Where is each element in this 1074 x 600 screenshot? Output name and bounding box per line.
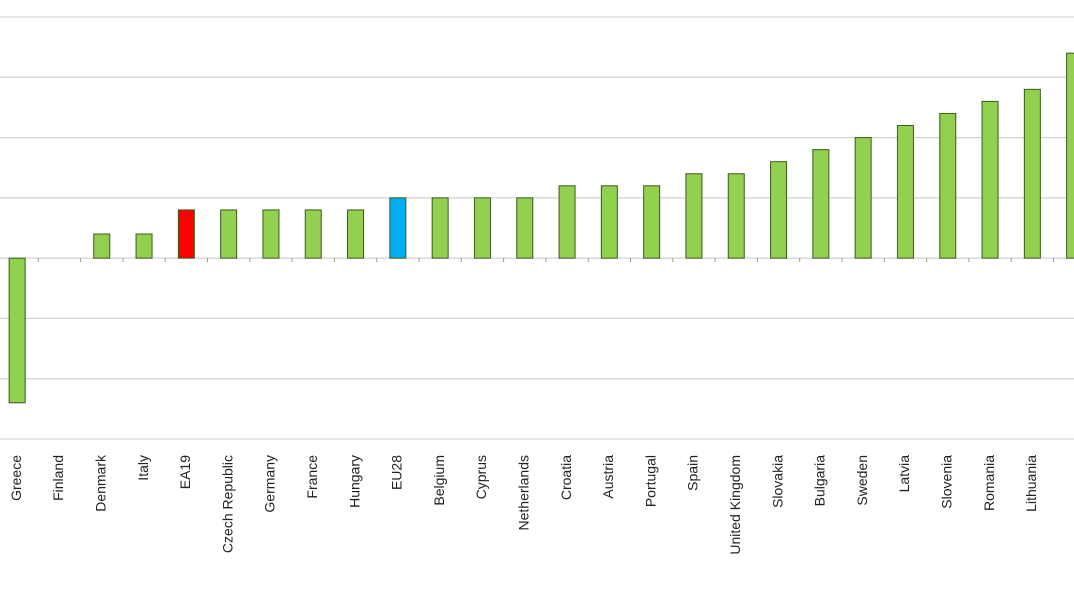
bar bbox=[770, 161, 788, 259]
bar bbox=[1066, 52, 1074, 259]
bar bbox=[854, 137, 872, 259]
x-tick-label: Austria bbox=[600, 455, 616, 499]
bar bbox=[685, 173, 703, 259]
x-tick-label: Slovenia bbox=[938, 455, 954, 509]
bar bbox=[389, 197, 407, 259]
bar bbox=[939, 112, 957, 259]
bar bbox=[981, 100, 999, 259]
bar bbox=[431, 197, 449, 259]
x-tick-label: France bbox=[304, 455, 320, 499]
bar bbox=[600, 185, 618, 259]
bar bbox=[812, 149, 830, 259]
bar bbox=[558, 185, 576, 259]
x-tick-label: Belgium bbox=[431, 455, 447, 506]
x-tick-label: Greece bbox=[8, 455, 24, 501]
x-tick-label: Denmark bbox=[92, 454, 108, 512]
x-tick-label: Germany bbox=[262, 455, 278, 513]
x-tick-label: EU28 bbox=[389, 455, 405, 490]
bar bbox=[304, 209, 322, 259]
x-tick-label: Sweden bbox=[854, 455, 870, 506]
bar bbox=[347, 209, 365, 259]
x-tick-label: United Kingdom bbox=[727, 455, 743, 555]
x-tick-label: Portugal bbox=[642, 455, 658, 507]
bar bbox=[177, 209, 195, 259]
bar bbox=[643, 185, 661, 259]
x-tick-label: Netherlands bbox=[515, 455, 531, 531]
x-tick-label: Hungary bbox=[346, 455, 362, 508]
bar bbox=[516, 197, 534, 259]
x-tick-label: Romania bbox=[981, 455, 997, 511]
bar bbox=[262, 209, 280, 259]
bar bbox=[473, 197, 491, 259]
bar bbox=[220, 209, 238, 259]
bar bbox=[8, 257, 26, 404]
x-tick-label: Bulgaria bbox=[812, 455, 828, 507]
bar bbox=[93, 233, 111, 259]
x-tick-label: Latvia bbox=[896, 455, 912, 493]
x-tick-label: Lithuania bbox=[1023, 455, 1039, 512]
x-tick-label: EA19 bbox=[177, 455, 193, 489]
bar bbox=[727, 173, 745, 259]
x-tick-label: Spain bbox=[685, 455, 701, 491]
bar bbox=[1023, 88, 1041, 259]
x-tick-label: Czech Republic bbox=[219, 455, 235, 553]
bar bbox=[135, 233, 153, 259]
x-tick-label: Cyprus bbox=[473, 455, 489, 499]
x-tick-label: Croatia bbox=[558, 455, 574, 500]
x-tick-label: Italy bbox=[135, 455, 151, 481]
x-tick-label: Slovakia bbox=[769, 455, 785, 508]
bar bbox=[896, 125, 914, 259]
x-tick-label: Finland bbox=[50, 455, 66, 501]
